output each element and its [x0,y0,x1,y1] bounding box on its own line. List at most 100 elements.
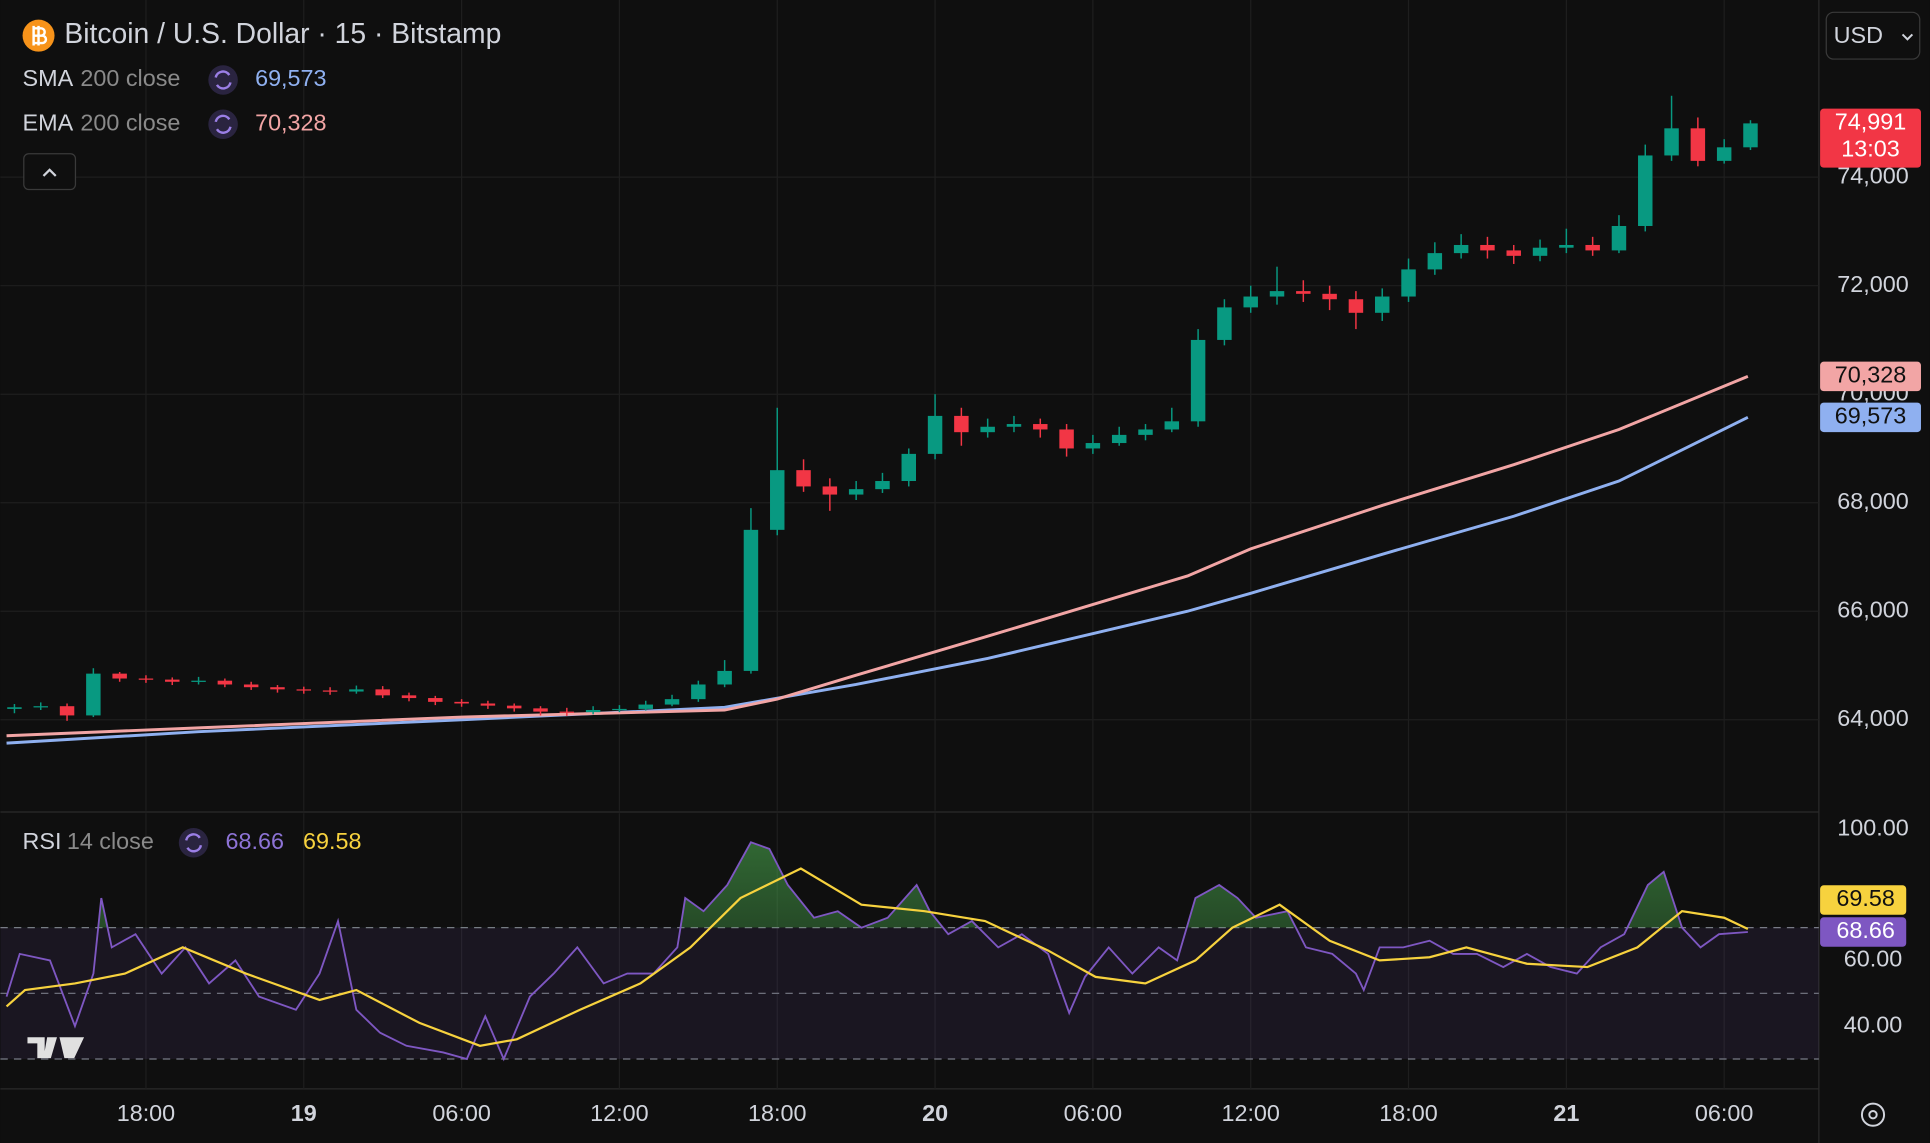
rsi-legend-params: 14 close [67,828,154,854]
rsi-legend-value: 69.58 [303,828,361,854]
rsi-legend-value: 68.66 [226,828,284,854]
candle-body [401,695,417,699]
y-tick-label: 68,000 [1837,488,1908,514]
candle-body [927,415,943,454]
candle-body [691,684,706,700]
y-tick-label: 100.00 [1837,814,1908,840]
x-tick-label: 06:00 [1064,1100,1122,1126]
candle-body [1480,244,1495,251]
refresh-icon[interactable] [178,828,209,858]
refresh-icon[interactable] [208,65,238,95]
candle-body [1190,339,1206,422]
price-tag [1820,361,1921,392]
candle-body [664,699,680,705]
price-tag-label: 70,328 [1835,362,1906,388]
symbol-title: Bitcoin / U.S. Dollar · 15 · Bitstamp [64,17,501,49]
x-tick-label: 06:00 [432,1100,490,1126]
y-tick-label: 60.00 [1844,946,1902,972]
x-tick-label: 19 [291,1100,317,1126]
candle-body [1532,247,1548,256]
x-tick-label: 06:00 [1695,1100,1753,1126]
candle-body [559,711,575,713]
last-price-label: 74,991 [1835,109,1906,135]
candle-body [1085,443,1101,449]
rsi-line [5,867,1749,1047]
candle-body [1111,434,1127,444]
candle-body [980,426,995,433]
candle-body [1506,250,1521,256]
candle-body [1164,421,1180,430]
candle-body [165,679,180,682]
candle-body [7,707,22,709]
candle-body [270,687,285,690]
candle-body [59,706,75,716]
rsi-line [5,841,1748,1062]
candle-body [1322,293,1337,300]
rsi-tag [1820,885,1907,915]
candle-body [33,706,48,708]
rsi-legend-name: RSI [23,828,62,854]
currency-label[interactable]: USD [1834,22,1883,48]
candle-body [191,680,206,682]
candle-body [848,489,864,495]
candle-body [1611,225,1627,251]
collapse-chevron [42,168,57,177]
collapse-button[interactable] [23,153,77,191]
legend-value: 70,328 [255,109,326,135]
candle-body [533,708,548,712]
candle-body [901,453,916,482]
candle-body [112,673,127,679]
candle-body [1243,296,1258,308]
overlay: Bitcoin / U.S. Dollar · 15 · Bitstamp US… [22,11,1921,1127]
y-tick-label: 40.00 [1844,1011,1902,1037]
candle-body [1217,307,1232,340]
rsi-tag [1820,917,1907,947]
refresh-icon[interactable] [208,109,238,140]
plot [0,95,1819,1062]
candle-body [349,689,364,692]
y-tick-label: 66,000 [1837,596,1908,622]
grid [0,0,1819,1089]
candle-body [1059,429,1074,449]
candle-body [138,678,154,680]
candle-body [1716,147,1732,161]
y-tick-label: 72,000 [1837,271,1908,297]
settings-icon[interactable] [1860,1102,1886,1127]
candle-body [717,670,732,685]
candle-body [480,703,496,706]
x-tick-label: 20 [922,1100,948,1126]
candle-body [1269,291,1285,297]
countdown-label: 13:03 [1841,136,1899,162]
rsi-tag-label: 68.66 [1836,917,1894,943]
candle-body [612,708,627,711]
candle-body [796,470,811,487]
tv-logo [27,1037,85,1059]
price-tag-label: 69,573 [1835,403,1906,429]
x-tick-label: 18:00 [1379,1100,1437,1126]
candle-body [875,481,890,490]
candle-body [1690,128,1706,161]
candle-body [506,705,522,709]
x-tick-label: 12:00 [1221,1100,1279,1126]
legend-name: EMA [23,109,74,135]
candle-body [1006,424,1022,427]
candle-body [1296,291,1311,294]
candle-body [1401,269,1416,297]
candle-body [1743,123,1758,148]
candle-body [1664,128,1679,156]
candle-body [375,689,390,696]
currency-button[interactable] [1825,11,1921,60]
candle-body [322,690,338,692]
candle-body [1638,155,1653,226]
candle-body [1585,244,1600,251]
legend-value: 69,573 [255,65,326,91]
candle-body [1559,244,1574,248]
candle-body [454,701,469,704]
indicator-line [6,375,1749,738]
candle-body [770,470,785,530]
currency-chevron [1901,33,1914,41]
candle-body [1453,244,1469,254]
indicator-line [6,416,1749,745]
